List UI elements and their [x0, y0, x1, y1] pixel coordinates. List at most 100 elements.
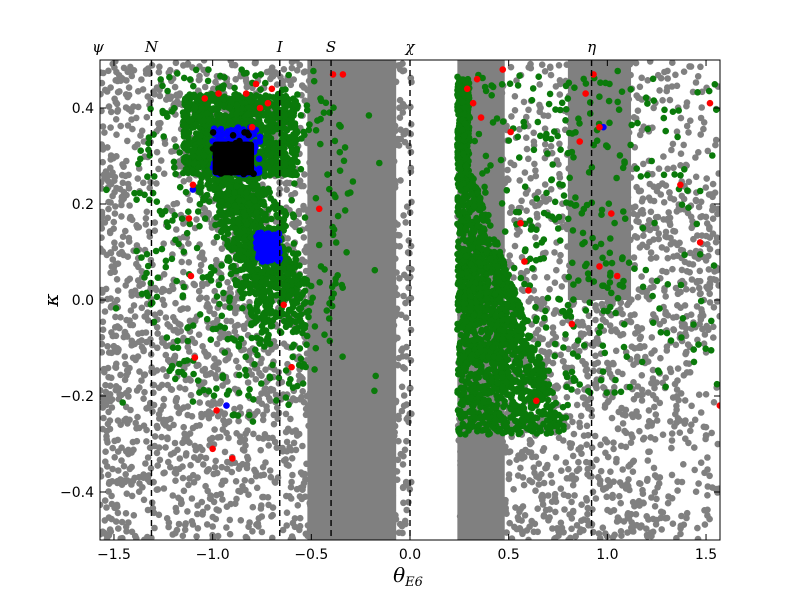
gray-point-4154	[118, 197, 125, 205]
gray-point-924	[162, 314, 170, 321]
gray-point-2887	[403, 401, 410, 408]
gray-point-2869	[346, 398, 354, 405]
gray-point-3877	[464, 452, 472, 460]
gray-point-1974	[540, 513, 548, 520]
gray-point-4118	[257, 505, 265, 512]
gray-point-1783	[547, 143, 555, 150]
gray-point-4268	[196, 267, 204, 275]
gray-point-644	[332, 78, 340, 85]
gray-point-2065	[358, 343, 365, 351]
gray-point-3844	[503, 175, 511, 182]
gray-point-3962	[347, 319, 354, 326]
gray-point-3416	[549, 329, 557, 337]
gray-point-3513	[350, 168, 358, 175]
gray-point-3628	[166, 287, 173, 295]
gray-point-2230	[316, 314, 323, 322]
gray-point-3917	[167, 385, 175, 393]
gray-point-3501	[545, 195, 553, 203]
gray-point-616	[683, 122, 691, 130]
gray-point-1539	[103, 504, 110, 511]
gray-point-3874	[487, 144, 495, 152]
gray-point-1780	[492, 507, 500, 514]
gray-point-3972	[654, 213, 662, 221]
gray-point-1227	[100, 318, 107, 326]
gray-point-3547	[667, 418, 674, 425]
gray-point-3253	[584, 431, 592, 439]
gray-point-2402	[298, 82, 306, 89]
gray-point-2984	[468, 491, 476, 499]
gray-point-4352	[604, 476, 612, 484]
gray-point-2106	[674, 487, 681, 494]
gray-point-2003	[520, 98, 528, 106]
gray-point-2733	[212, 457, 219, 465]
gray-point-4366	[407, 478, 415, 486]
gray-point-3040	[523, 134, 530, 141]
gray-point-4039	[680, 372, 688, 379]
gray-point-245	[670, 326, 678, 334]
gray-point-1527	[520, 481, 528, 489]
gray-point-117	[680, 461, 687, 468]
gray-point-3815	[697, 290, 704, 297]
gray-point-4103	[496, 193, 504, 200]
gray-point-2818	[666, 189, 673, 196]
gray-point-3303	[386, 93, 394, 101]
gray-point-1919	[186, 196, 194, 204]
gray-point-4335	[182, 452, 190, 459]
gray-point-1763	[398, 383, 406, 391]
gray-point-379	[134, 175, 142, 182]
gray-point-764	[619, 420, 627, 427]
gray-point-3063	[142, 329, 150, 336]
gray-point-4035	[659, 97, 666, 104]
gray-point-3003	[707, 191, 715, 198]
gray-point-1611	[546, 286, 553, 293]
gray-point-3945	[284, 425, 292, 433]
gray-point-4402	[262, 459, 269, 466]
gray-point-3538	[351, 522, 358, 530]
gray-point-257	[149, 341, 156, 349]
gray-point-2208	[212, 78, 219, 86]
gray-point-4332	[302, 405, 310, 413]
gray-point-4163	[199, 446, 206, 454]
gray-point-3049	[159, 296, 166, 304]
gray-point-3791	[359, 419, 366, 426]
gray-point-1304	[151, 433, 159, 440]
gray-point-1744	[578, 196, 585, 203]
gray-point-4340	[355, 68, 362, 75]
gray-point-3046	[600, 230, 607, 237]
gray-point-1505	[209, 513, 217, 521]
gray-point-685	[508, 204, 515, 211]
gray-point-3701	[628, 519, 635, 526]
gray-point-3605	[311, 513, 319, 521]
gray-point-4079	[474, 158, 482, 166]
gray-point-2098	[265, 442, 273, 449]
gray-point-3821	[161, 420, 168, 428]
gray-point-731	[646, 60, 654, 65]
gray-point-1951	[275, 368, 283, 376]
gray-point-3492	[392, 127, 399, 135]
gray-point-3862	[488, 126, 496, 133]
gray-point-2976	[375, 349, 382, 356]
gray-point-53	[701, 521, 709, 528]
gray-point-2688	[577, 330, 585, 337]
gray-point-4099	[607, 182, 615, 189]
gray-point-1590	[664, 165, 671, 173]
gray-point-2254	[326, 447, 334, 455]
gray-point-3825	[709, 180, 717, 188]
gray-point-4178	[211, 310, 218, 318]
gray-point-1494	[195, 287, 203, 295]
gray-point-315	[352, 109, 360, 116]
gray-point-3775	[396, 232, 403, 239]
gray-point-2471	[377, 106, 384, 114]
gray-point-4197	[632, 203, 639, 210]
gray-point-4354	[320, 467, 327, 475]
gray-point-3554	[193, 422, 200, 430]
gray-point-2615	[381, 477, 389, 485]
gray-point-3681	[389, 262, 396, 270]
gray-point-3234	[223, 429, 230, 437]
gray-point-3105	[517, 505, 525, 513]
gray-point-619	[322, 123, 329, 131]
gray-point-618	[514, 472, 522, 479]
gray-point-2484	[647, 434, 654, 441]
gray-point-786	[144, 454, 152, 461]
